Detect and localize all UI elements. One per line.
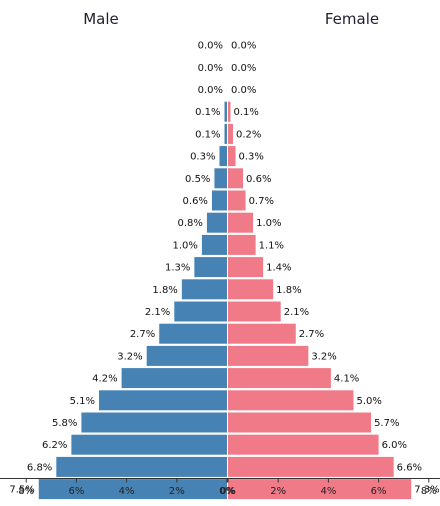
female-value-label: 0.7% <box>249 196 274 207</box>
female-bar <box>228 168 244 189</box>
male-bar <box>181 279 227 300</box>
male-value-label: 0.1% <box>195 107 220 118</box>
male-value-label: 0.0% <box>198 63 223 74</box>
female-bar <box>228 257 264 278</box>
female-bar <box>228 123 234 144</box>
x-tick-label-right: 2% <box>270 486 286 497</box>
male-value-label: 0.1% <box>195 129 220 140</box>
x-tick-label-left: 8% <box>18 486 34 497</box>
female-bar <box>228 101 231 122</box>
female-value-label: 4.1% <box>334 374 359 385</box>
male-value-label: 0.0% <box>198 85 223 96</box>
male-value-label: 6.8% <box>27 462 52 473</box>
x-tick-label-right: 6% <box>371 486 387 497</box>
male-value-label: 3.2% <box>117 351 142 362</box>
male-value-label: 7.5% <box>9 485 34 496</box>
male-bar <box>214 168 227 189</box>
x-tick-label-left: 2% <box>169 486 185 497</box>
x-tick-label-right: 0% <box>220 486 236 497</box>
male-bar <box>206 212 227 233</box>
male-bar <box>224 123 227 144</box>
female-series-title: Female <box>325 10 379 28</box>
female-value-label: 1.8% <box>276 285 301 296</box>
female-value-label: 2.7% <box>299 329 324 340</box>
female-bar <box>228 212 254 233</box>
female-value-label: 0.3% <box>239 152 264 163</box>
male-value-label: 0.8% <box>178 218 203 229</box>
male-value-label: 6.2% <box>42 440 67 451</box>
female-value-label: 6.6% <box>397 462 422 473</box>
male-value-label: 1.0% <box>172 240 197 251</box>
male-bar <box>146 345 227 366</box>
male-value-label: 2.1% <box>145 307 170 318</box>
female-value-label: 5.7% <box>374 418 399 429</box>
male-value-label: 1.3% <box>165 263 190 274</box>
male-value-label: 5.8% <box>52 418 77 429</box>
male-value-label: 1.8% <box>152 285 177 296</box>
male-value-label: 4.2% <box>92 374 117 385</box>
female-bar <box>228 279 274 300</box>
female-bar <box>228 345 309 366</box>
female-value-label: 0.2% <box>236 129 261 140</box>
x-axis: 8% 6% 4% 2% 0%0% 2% 4% 6% 8% <box>0 34 440 497</box>
female-bar <box>228 146 236 167</box>
female-bar <box>228 234 256 255</box>
male-value-label: 5.1% <box>70 396 95 407</box>
female-value-label: 6.0% <box>382 440 407 451</box>
male-bar <box>159 323 227 344</box>
female-value-label: 1.4% <box>266 263 291 274</box>
x-tick-label-left: 4% <box>119 486 135 497</box>
bars-group <box>38 101 412 500</box>
female-bar <box>228 190 246 211</box>
female-bar <box>228 479 412 500</box>
male-value-label: 0.6% <box>183 196 208 207</box>
male-bar <box>194 257 227 278</box>
female-value-label: 5.0% <box>357 396 382 407</box>
male-bar <box>211 190 227 211</box>
male-value-label: 2.7% <box>130 329 155 340</box>
female-bar <box>228 301 281 322</box>
male-series-title: Male <box>83 10 119 28</box>
x-tick-label-right: 8% <box>421 486 437 497</box>
female-bar <box>228 412 372 433</box>
female-value-label: 2.1% <box>284 307 309 318</box>
male-value-label: 0.3% <box>190 152 215 163</box>
female-value-label: 0.0% <box>231 63 256 74</box>
male-bar <box>71 434 227 455</box>
male-bar <box>38 479 227 500</box>
male-bar <box>174 301 227 322</box>
female-value-label: 3.2% <box>311 351 336 362</box>
female-bar <box>228 323 296 344</box>
x-tick-label-left: 0% <box>219 486 235 497</box>
male-bar <box>201 234 227 255</box>
male-bar <box>121 368 227 389</box>
female-value-label: 0.1% <box>234 107 259 118</box>
x-tick-label-left: 6% <box>68 486 84 497</box>
female-value-label: 7.3% <box>414 485 439 496</box>
female-bar <box>228 368 331 389</box>
female-value-label: 1.0% <box>256 218 281 229</box>
male-bar <box>219 146 227 167</box>
male-value-label: 0.0% <box>198 41 223 52</box>
female-bar <box>228 456 394 477</box>
female-bar <box>228 434 379 455</box>
male-value-label: 0.5% <box>185 174 210 185</box>
male-bar <box>56 456 227 477</box>
female-value-label: 0.6% <box>246 174 271 185</box>
female-bar <box>228 390 354 411</box>
male-bar <box>81 412 227 433</box>
female-value-label: 0.0% <box>231 85 256 96</box>
value-labels-group: 0.0% 0.0% 0.0% 0.0% 0.0% 0.0% 0.1% 0.1% 0.1% 0.2%… <box>9 41 439 496</box>
male-bar <box>224 101 227 122</box>
female-value-label: 0.0% <box>231 41 256 52</box>
male-bar <box>98 390 228 411</box>
female-value-label: 1.1% <box>259 240 284 251</box>
x-tick-label-right: 4% <box>320 486 336 497</box>
